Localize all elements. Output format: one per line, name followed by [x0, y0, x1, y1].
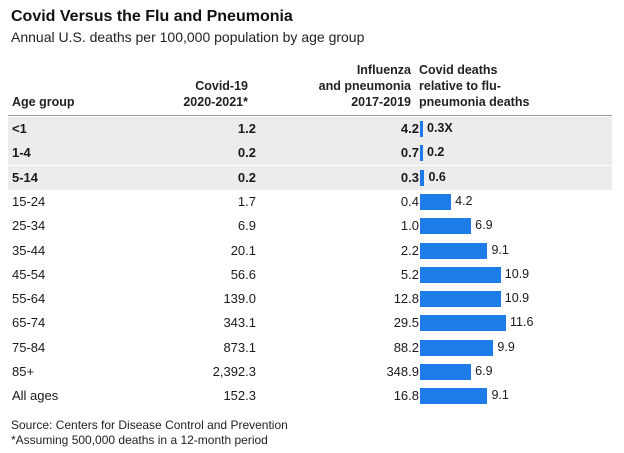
header-flu-line2: and pneumonia	[318, 79, 411, 93]
chart-title: Covid Versus the Flu and Pneumonia	[11, 8, 293, 25]
header-covid: Covid-19 2020-2021*	[183, 78, 248, 110]
covid-rate-value: 0.2	[237, 169, 256, 185]
header-flu-line3: 2017-2019	[351, 95, 411, 109]
flu-rate-value: 0.3	[400, 169, 419, 185]
table-row: <1 1.2 4.2 0.3X	[8, 117, 612, 141]
flu-rate-value: 0.4	[400, 193, 419, 209]
ratio-bar	[420, 266, 501, 283]
ratio-bar	[420, 242, 488, 259]
table-row: 85+ 2,392.3 348.9 6.9	[8, 360, 612, 384]
flu-rate-value: 2.2	[400, 242, 419, 258]
ratio-value-label: 9.1	[491, 242, 509, 257]
header-ratio-line2: relative to flu-	[419, 79, 501, 93]
header-divider	[8, 115, 612, 116]
age-group-label: 65-74	[12, 315, 46, 331]
covid-rate-value: 139.0	[223, 291, 256, 307]
ratio-bar	[420, 121, 423, 137]
ratio-value-label: 9.1	[491, 388, 509, 403]
covid-rate-value: 0.2	[237, 145, 256, 161]
covid-rate-value: 1.7	[237, 193, 256, 209]
table-row: All ages 152.3 16.8 9.1	[8, 384, 612, 408]
header-covid-line1: Covid-19	[195, 79, 248, 93]
header-ratio-line3: pneumonia deaths	[419, 95, 530, 109]
chart-subtitle: Annual U.S. deaths per 100,000 populatio…	[11, 29, 365, 45]
table-row: 75-84 873.1 88.2 9.9	[8, 336, 612, 360]
header-flu: Influenza and pneumonia 2017-2019	[319, 62, 411, 110]
ratio-bar	[420, 364, 472, 380]
ratio-value-label: 6.9	[475, 218, 493, 233]
table-row: 1-4 0.2 0.7 0.2	[8, 141, 612, 166]
ratio-bar	[420, 388, 488, 405]
covid-rate-value: 152.3	[223, 388, 256, 404]
flu-rate-value: 29.5	[393, 315, 419, 331]
flu-rate-value: 1.0	[400, 218, 419, 234]
header-flu-line1: Influenza	[356, 63, 411, 77]
ratio-bar	[420, 169, 425, 186]
ratio-value-label: 0.3X	[427, 121, 453, 135]
covid-rate-value: 343.1	[223, 315, 256, 331]
table-row: 55-64 139.0 12.8 10.9	[8, 287, 612, 311]
age-group-label: 25-34	[12, 218, 46, 234]
flu-rate-value: 0.7	[400, 145, 419, 161]
covid-rate-value: 6.9	[237, 218, 256, 234]
age-group-label: 45-54	[12, 266, 46, 282]
table-row: 45-54 56.6 5.2 10.9	[8, 263, 612, 287]
age-group-label: 1-4	[12, 145, 31, 161]
source-text: Source: Centers for Disease Control and …	[11, 418, 288, 432]
table-row: 5-14 0.2 0.3 0.6	[8, 165, 612, 190]
age-group-label: 85+	[12, 364, 35, 379]
ratio-value-label: 10.9	[504, 266, 530, 281]
ratio-bar	[420, 145, 423, 162]
ratio-value-label: 0.6	[428, 169, 446, 184]
flu-rate-value: 5.2	[400, 266, 419, 282]
age-group-label: 55-64	[12, 291, 46, 307]
age-group-label: 75-84	[12, 339, 46, 355]
source-note: Source: Centers for Disease Control and …	[11, 418, 288, 448]
footnote-text: *Assuming 500,000 deaths in a 12-month p…	[11, 433, 268, 447]
flu-rate-value: 12.8	[393, 291, 419, 307]
age-group-label: 35-44	[12, 242, 46, 258]
table-row: 25-34 6.9 1.0 6.9	[8, 214, 612, 238]
ratio-value-label: 0.2	[427, 145, 445, 160]
table-row: 15-24 1.7 0.4 4.2	[8, 190, 612, 214]
covid-rate-value: 1.2	[237, 121, 256, 136]
table-row: 35-44 20.1 2.2 9.1	[8, 239, 612, 263]
header-covid-line2: 2020-2021*	[183, 95, 248, 109]
ratio-value-label: 6.9	[475, 364, 493, 378]
ratio-value-label: 10.9	[504, 291, 530, 306]
covid-rate-value: 20.1	[230, 242, 256, 258]
flu-rate-value: 4.2	[400, 121, 419, 136]
covid-rate-value: 56.6	[230, 266, 256, 282]
flu-rate-value: 348.9	[386, 364, 419, 379]
ratio-bar	[420, 218, 472, 235]
ratio-value-label: 9.9	[497, 339, 515, 354]
flu-rate-value: 16.8	[393, 388, 419, 404]
header-ratio-line1: Covid deaths	[419, 63, 498, 77]
age-group-label: <1	[12, 121, 27, 136]
age-group-label: All ages	[12, 388, 59, 404]
ratio-bar	[420, 291, 501, 308]
ratio-value-label: 4.2	[455, 193, 473, 208]
age-group-label: 5-14	[12, 169, 39, 185]
covid-rate-value: 2,392.3	[212, 364, 256, 379]
ratio-bar	[420, 339, 494, 356]
ratio-bar	[420, 193, 452, 210]
age-group-label: 15-24	[12, 193, 46, 209]
flu-rate-value: 88.2	[393, 339, 419, 355]
ratio-bar	[420, 315, 506, 332]
ratio-value-label: 11.6	[510, 315, 534, 330]
header-age-group: Age group	[12, 95, 75, 109]
header-ratio: Covid deaths relative to flu- pneumonia …	[419, 62, 529, 110]
covid-rate-value: 873.1	[223, 339, 256, 355]
table-row: 65-74 343.1 29.5 11.6	[8, 311, 612, 335]
